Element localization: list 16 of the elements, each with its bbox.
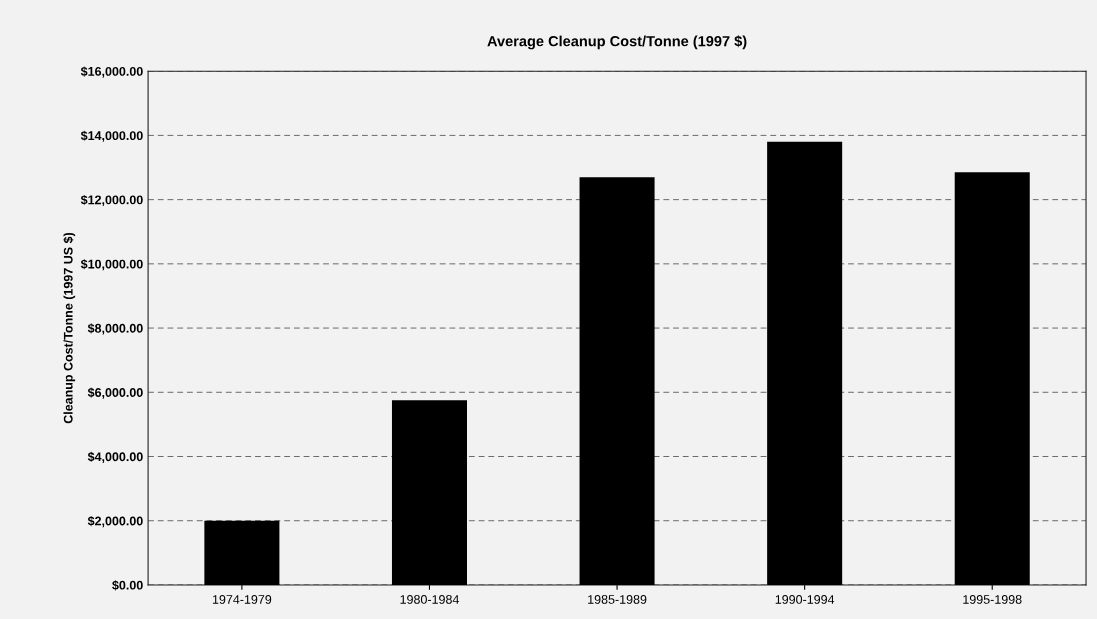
x-tick-label: 1985-1989 <box>588 595 647 604</box>
x-tick-label: 1980-1984 <box>400 595 459 604</box>
y-tick-label: $8,000.00 <box>87 323 143 335</box>
x-tick-label: 1974-1979 <box>212 595 272 604</box>
y-tick-label: $14,000.00 <box>80 130 143 142</box>
y-tick-label: $2,000.00 <box>87 515 143 528</box>
x-tick-label: 1990-1994 <box>775 595 835 604</box>
y-tick-label: $10,000.00 <box>80 259 143 271</box>
y-tick-label: $12,000.00 <box>80 194 143 207</box>
x-tick-label: 1995-1998 <box>963 595 1022 604</box>
y-tick-label: $4,000.00 <box>87 451 143 463</box>
chart-title: Average Cleanup Cost/Tonne (1997 $) <box>487 35 747 50</box>
y-tick-label: $6,000.00 <box>87 387 143 399</box>
y-tick-label: $16,000.00 <box>80 66 143 78</box>
y-axis-title: Cleanup Cost/Tonne (1997 US $) <box>63 232 76 424</box>
y-tick-label: $0.00 <box>112 580 143 591</box>
